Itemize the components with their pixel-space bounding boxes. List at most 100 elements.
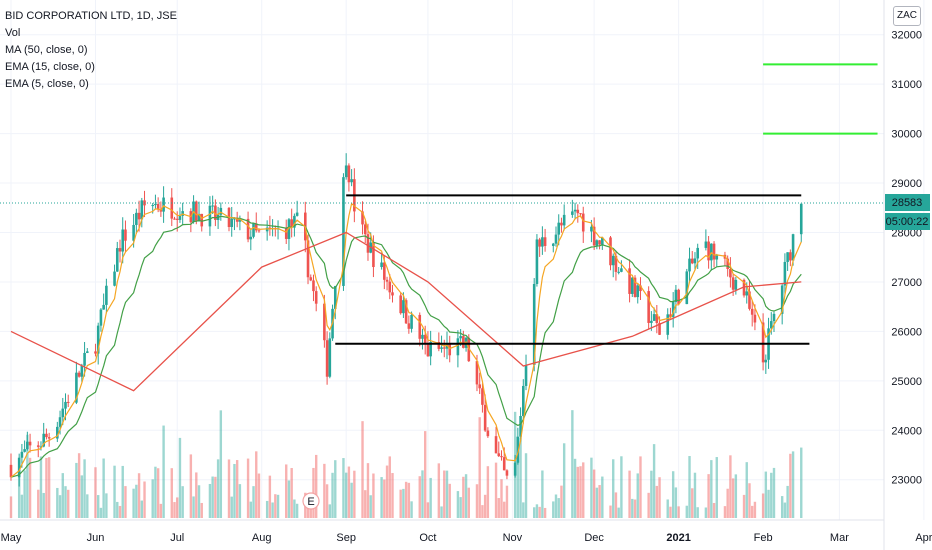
candle-body (121, 229, 125, 252)
volume-bar (268, 475, 272, 518)
volume-bar (541, 470, 544, 518)
candle-body (61, 408, 65, 418)
candle-body (137, 212, 141, 220)
candle-body (197, 213, 201, 221)
candle-body (571, 211, 574, 215)
volume-bar (780, 496, 784, 518)
candle-body (769, 321, 773, 329)
candle-body (750, 308, 754, 315)
volume-bar (17, 466, 21, 518)
candle-body (17, 457, 21, 478)
candle-body (772, 313, 776, 322)
volume-bar (192, 496, 195, 518)
candle-body (734, 279, 738, 290)
volume-bar (47, 457, 51, 518)
time-axis: May Jun Jul Aug Sep Oct Nov Dec 2021 Feb Mar Apr (0, 519, 932, 544)
volume-bar (731, 478, 735, 518)
countdown-label: 05:00:22 (886, 216, 929, 228)
candle-body (113, 271, 116, 286)
candle-body (306, 240, 310, 278)
volume-bar (45, 458, 48, 518)
volume-bar (37, 489, 40, 518)
volume-bar (366, 463, 370, 518)
volume-bar (418, 476, 421, 518)
volume-bar (503, 501, 506, 518)
volume-bar (424, 431, 427, 518)
candle-body (178, 215, 182, 220)
candle-body (715, 254, 719, 260)
candle-body (77, 372, 81, 377)
candle-body (475, 361, 479, 385)
legend-volume[interactable]: Vol (5, 27, 21, 39)
horizontal-levels (335, 63, 878, 345)
volume-bar (576, 466, 579, 518)
volume-bar (173, 502, 176, 518)
legend-ma50[interactable]: MA (50, close, 0) (5, 44, 88, 56)
candle-body (66, 401, 70, 403)
price-tick-label: 28000 (891, 228, 922, 240)
volume-bar (124, 486, 127, 518)
candle-body (486, 430, 490, 437)
volume-bar (402, 488, 405, 518)
volume-bar (560, 485, 563, 518)
candle-body (344, 165, 348, 178)
volume-bar (786, 485, 789, 518)
candle-body (581, 213, 585, 232)
candle-body (693, 258, 697, 264)
volume-bar (323, 463, 326, 518)
candle-body (96, 325, 100, 354)
volume-bar (467, 487, 470, 518)
volume-bar (789, 453, 792, 518)
candle-body (573, 209, 577, 212)
volume-bar (481, 505, 484, 518)
candle-body (249, 236, 253, 240)
price-tick-label: 27000 (891, 277, 922, 289)
volume-bar (404, 481, 408, 518)
legend-ema15[interactable]: EMA (15, close, 0) (5, 61, 95, 73)
volume-bar (486, 466, 490, 518)
volume-bar (443, 470, 446, 518)
volume-bar (595, 487, 599, 518)
candle-body (388, 281, 392, 293)
volume-bar (598, 485, 601, 518)
candle-body (372, 242, 375, 268)
volume-bar (772, 467, 776, 518)
candle-body (791, 234, 795, 261)
symbol-title[interactable]: BID CORPORATION LTD, 1D, JSE (5, 10, 177, 22)
volume-bar (707, 474, 710, 518)
candle-body (459, 336, 462, 339)
candle-body (658, 322, 661, 335)
currency-scale-button[interactable]: ZAC (893, 6, 921, 26)
ema5-line (10, 202, 802, 478)
volume-bar (464, 474, 468, 518)
volume-bar (372, 473, 375, 518)
volume-bar (154, 466, 157, 518)
candle-body (314, 291, 318, 304)
candle-body (342, 177, 345, 286)
volume-bar (361, 421, 364, 518)
candle-body (731, 277, 735, 290)
volume-bar (347, 466, 351, 518)
volume-bar (592, 469, 596, 518)
volume-bar (42, 492, 45, 518)
legend-ema5[interactable]: EMA (5, close, 0) (5, 78, 89, 90)
candle-body (745, 291, 749, 296)
volume-bar (573, 458, 577, 518)
candle-body (628, 268, 631, 294)
volume-bar (195, 472, 198, 518)
candle-body (246, 218, 250, 240)
volume-bar (353, 470, 356, 518)
volume-bar (494, 462, 498, 518)
candle-body (456, 338, 460, 356)
volume-bar (582, 462, 585, 518)
volume-bar (334, 460, 337, 518)
candle-body (631, 277, 634, 294)
candle-body (86, 351, 89, 353)
earnings-marker[interactable]: E (302, 492, 320, 510)
candle-body (462, 336, 465, 348)
volume-bar (522, 502, 525, 518)
candle-body (671, 302, 675, 317)
volume-bar (620, 456, 623, 518)
candle-body (257, 230, 261, 232)
